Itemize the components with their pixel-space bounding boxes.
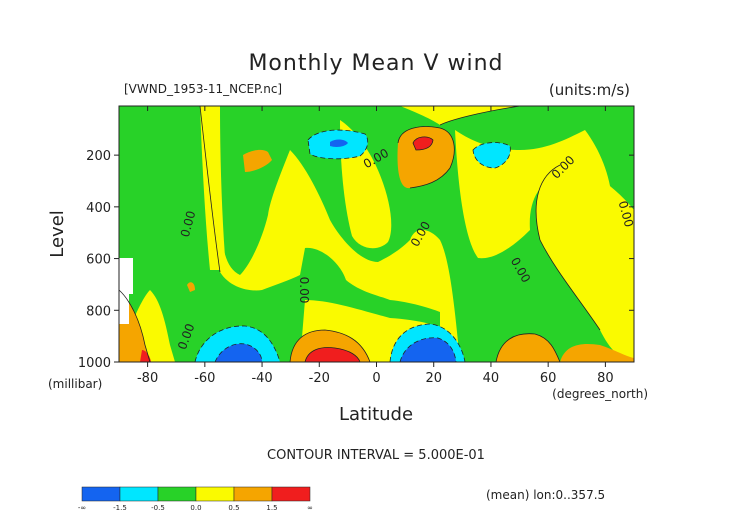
colorbar: -∞ -1.5 -0.5 0.0 0.5 1.5 ∞ [78, 486, 313, 512]
contour-field: 0.000.000.000.000.000.000.000.00 [119, 106, 634, 362]
band-cyan-upper-north [473, 142, 511, 168]
x-tick-label: 80 [597, 371, 614, 386]
units-label: (units:m/s) [549, 81, 630, 99]
colorbar-tick-label: 0.0 [190, 504, 201, 512]
colorbar-swatch [233, 486, 273, 502]
mean-text: (mean) lon:0..357.5 [486, 488, 605, 502]
band-blue-upper [330, 139, 348, 147]
band-orange-upper [397, 126, 455, 189]
band-orange-north-sfc [496, 333, 560, 362]
colorbar-tick-label: ∞ [307, 504, 313, 512]
y-units-label: (millibar) [48, 377, 102, 391]
x-tick-label: -60 [194, 371, 215, 386]
colorbar-swatch [81, 486, 121, 502]
y-tick-label: 600 [86, 253, 111, 268]
band-green-south [119, 106, 440, 362]
colorbar-tick-label: -0.5 [151, 504, 165, 512]
colorbar-tick-label: 0.5 [228, 504, 239, 512]
colorbar-tick-label: -1.5 [113, 504, 127, 512]
contour-interval-text: CONTOUR INTERVAL = 5.000E-01 [267, 448, 485, 463]
colorbar-swatch [157, 486, 197, 502]
contour-label: 0.00 [178, 209, 198, 238]
band-red-sfc [305, 347, 360, 362]
y-tick-label: 800 [86, 304, 111, 319]
band-green-mid [219, 106, 290, 275]
band-orange-small [243, 149, 272, 172]
chart-title: Monthly Mean V wind [248, 51, 503, 76]
y-axis: 200 400 600 800 1000 [78, 149, 634, 371]
contour-lines [119, 106, 601, 362]
x-units-label: (degrees_north) [552, 387, 648, 401]
x-tick-label: -80 [137, 371, 158, 386]
x-axis-label: Latitude [339, 404, 413, 425]
y-tick-label: 400 [86, 201, 111, 216]
colorbar-swatch [271, 486, 311, 502]
band-red-upper [413, 136, 433, 150]
y-tick-label: 200 [86, 149, 111, 164]
colorbar-swatch [119, 486, 159, 502]
x-tick-label: 20 [425, 371, 442, 386]
x-tick-label: -40 [251, 371, 272, 386]
y-axis-label: Level [47, 210, 68, 258]
colorbar-tick-label: -∞ [78, 504, 86, 512]
x-tick-label: -20 [309, 371, 330, 386]
x-tick-label: 40 [483, 371, 500, 386]
file-label: [VWND_1953-11_NCEP.nc] [124, 82, 282, 96]
band-orange-tiny [187, 282, 195, 292]
colorbar-swatch [195, 486, 235, 502]
band-yellow-tongue-1 [200, 106, 226, 270]
y-tick-label: 1000 [78, 356, 111, 371]
missing-data-2 [119, 294, 129, 324]
missing-data [119, 258, 133, 294]
x-tick-label: 0 [372, 371, 380, 386]
band-red-edge [140, 350, 151, 362]
band-blue-north-sfc [400, 337, 456, 362]
colorbar-tick-label: 1.5 [266, 504, 277, 512]
x-tick-label: 60 [540, 371, 557, 386]
contour-label: 0.00 [297, 277, 311, 304]
x-axis: -80 -60 -40 -20 0 20 40 60 80 [137, 106, 614, 386]
band-orange-far-north [560, 343, 634, 362]
contour-lines-negative [194, 129, 511, 362]
